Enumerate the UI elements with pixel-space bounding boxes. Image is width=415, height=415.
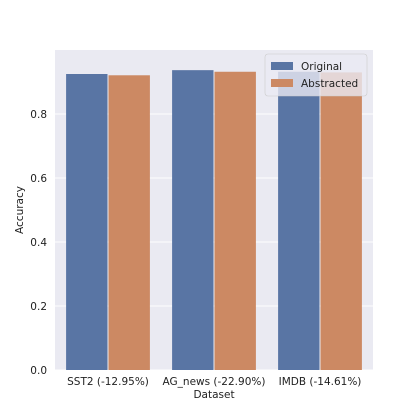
y-tick-label: 0.4	[30, 237, 47, 249]
bar-original-0	[66, 74, 108, 370]
legend: Original Abstracted	[264, 53, 368, 97]
y-tick-labels: 0.0 0.2 0.4 0.6 0.8	[30, 109, 47, 377]
gridlines	[55, 113, 373, 371]
bar-abstracted-2	[320, 72, 362, 371]
bar-original-1	[172, 70, 214, 370]
y-axis-label: Accuracy	[14, 186, 26, 234]
y-tick-label: 0.6	[30, 173, 47, 185]
x-tick-label: SST2 (-12.95%)	[67, 376, 149, 388]
plot-background	[55, 50, 373, 370]
x-axis-label: Dataset	[193, 389, 234, 401]
legend-label-original: Original	[301, 61, 342, 73]
bars	[66, 70, 362, 371]
y-tick-label: 0.8	[30, 109, 47, 121]
legend-swatch-abstracted	[271, 79, 293, 87]
bar-abstracted-1	[214, 71, 256, 370]
x-tick-labels: SST2 (-12.95%) AG_news (-22.90%) IMDB (-14…	[67, 376, 361, 388]
legend-swatch-original	[271, 62, 293, 70]
x-tick-label: AG_news (-22.90%)	[163, 376, 266, 388]
y-tick-label: 0.0	[30, 365, 47, 377]
bar-original-2	[278, 71, 320, 370]
bar-abstracted-0	[108, 75, 150, 370]
y-tick-label: 0.2	[30, 301, 47, 313]
legend-label-abstracted: Abstracted	[301, 78, 358, 90]
x-tick-label: IMDB (-14.61%)	[279, 376, 362, 388]
